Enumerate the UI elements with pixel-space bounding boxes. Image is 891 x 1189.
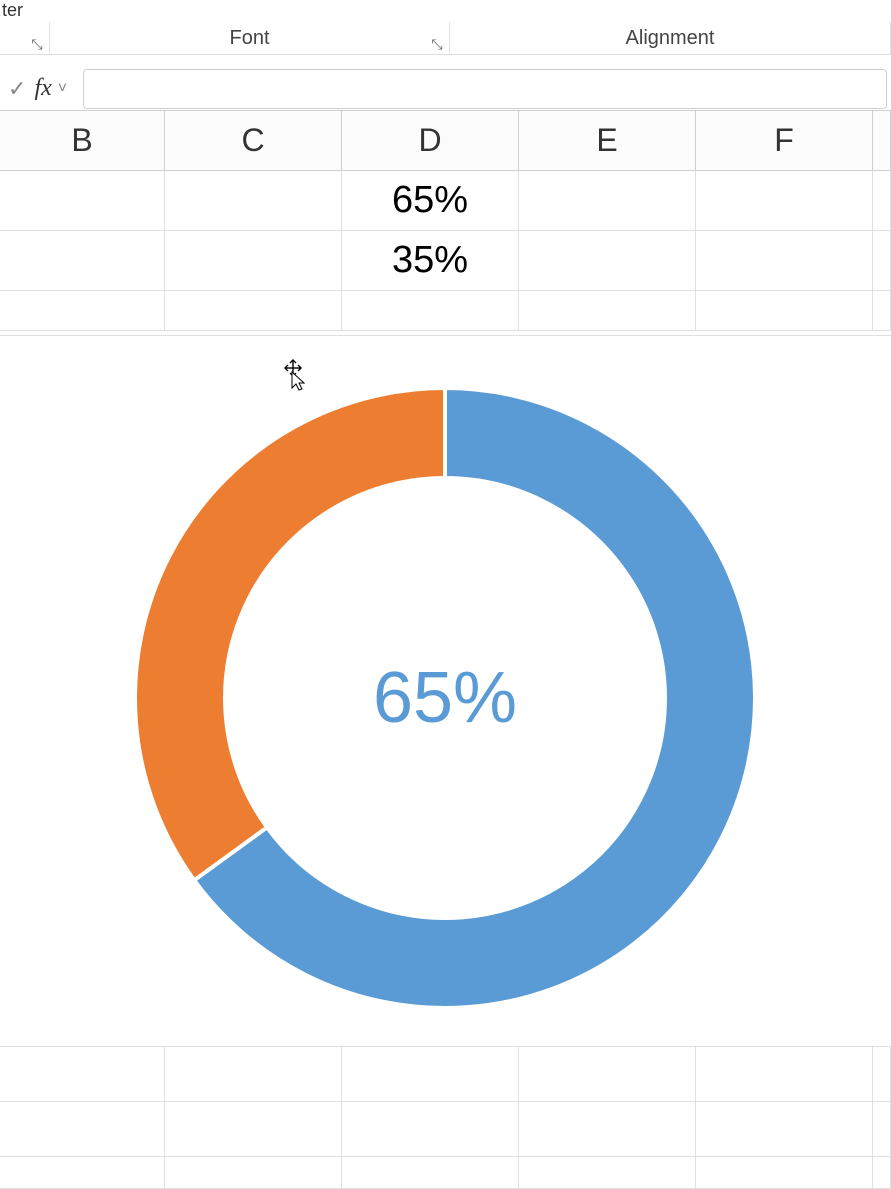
cell-g2[interactable] [873,231,891,290]
cell-bottom-c1[interactable] [165,1047,342,1101]
enter-check-icon[interactable]: ✓ [8,76,26,102]
ribbon-group-clipboard: ⤡ [0,22,50,54]
cell-bottom-d1[interactable] [342,1047,519,1101]
donut-chart[interactable]: 65% [125,378,765,1018]
cell-b3[interactable] [0,291,165,330]
fx-icon[interactable]: fx [34,75,51,102]
cell-bottom-f2[interactable] [696,1102,873,1156]
cell-bottom-e3[interactable] [519,1157,696,1188]
cell-bottom-b3[interactable] [0,1157,165,1188]
row-3 [0,291,891,331]
cell-c1[interactable] [165,171,342,230]
cell-c2[interactable] [165,231,342,290]
row-bottom-1 [0,1047,891,1102]
cell-e2[interactable] [519,231,696,290]
cell-d2[interactable]: 35% [342,231,519,290]
dialog-launcher-icon[interactable]: ⤡ [431,38,443,50]
row-1: 65% [0,171,891,231]
column-header-f[interactable]: F [696,111,873,170]
cell-f3[interactable] [696,291,873,330]
cell-bottom-c3[interactable] [165,1157,342,1188]
dialog-launcher-icon[interactable]: ⤡ [31,38,43,50]
cell-d1[interactable]: 65% [342,171,519,230]
ribbon-top-row: ter [0,0,891,22]
ribbon-group-alignment: Alignment [450,22,891,54]
row-2: 35% [0,231,891,291]
ribbon-group-font: Font ⤡ [50,22,450,54]
cell-bottom-f3[interactable] [696,1157,873,1188]
cell-bottom-c2[interactable] [165,1102,342,1156]
cell-f1[interactable] [696,171,873,230]
cell-bottom-e1[interactable] [519,1047,696,1101]
cell-bottom-d3[interactable] [342,1157,519,1188]
cell-bottom-b2[interactable] [0,1102,165,1156]
formula-input[interactable] [83,69,887,109]
fx-dropdown-icon[interactable]: ˅ [58,80,67,98]
column-header-b[interactable]: B [0,111,165,170]
cell-bottom-f1[interactable] [696,1047,873,1101]
row-bottom-3 [0,1157,891,1189]
ribbon-group-labels: ⤡ Font ⤡ Alignment [0,22,891,55]
column-header-e[interactable]: E [519,111,696,170]
cell-g1[interactable] [873,171,891,230]
cell-bottom-g2[interactable] [873,1102,891,1156]
chart-container[interactable]: 65% [0,335,891,1047]
cell-b2[interactable] [0,231,165,290]
column-header-g[interactable] [873,111,891,170]
cell-b1[interactable] [0,171,165,230]
column-header-d[interactable]: D [342,111,519,170]
donut-slice[interactable] [135,388,445,880]
row-bottom-2 [0,1102,891,1157]
column-header-c[interactable]: C [165,111,342,170]
cell-bottom-g1[interactable] [873,1047,891,1101]
cell-c3[interactable] [165,291,342,330]
cell-f2[interactable] [696,231,873,290]
cell-e1[interactable] [519,171,696,230]
cell-bottom-b1[interactable] [0,1047,165,1101]
cell-bottom-g3[interactable] [873,1157,891,1188]
column-header-row: B C D E F [0,111,891,171]
donut-center-label: 65% [373,657,517,739]
ribbon-group-font-label: Font [229,27,269,50]
cell-bottom-e2[interactable] [519,1102,696,1156]
formula-bar-controls: ✓ fx ˅ [0,75,75,102]
cell-d3[interactable] [342,291,519,330]
format-painter-fragment: ter [0,0,50,21]
cell-g3[interactable] [873,291,891,330]
cell-e3[interactable] [519,291,696,330]
ribbon-group-alignment-label: Alignment [626,27,715,50]
bottom-grid [0,1047,891,1189]
cell-bottom-d2[interactable] [342,1102,519,1156]
formula-bar: ✓ fx ˅ [0,55,891,111]
